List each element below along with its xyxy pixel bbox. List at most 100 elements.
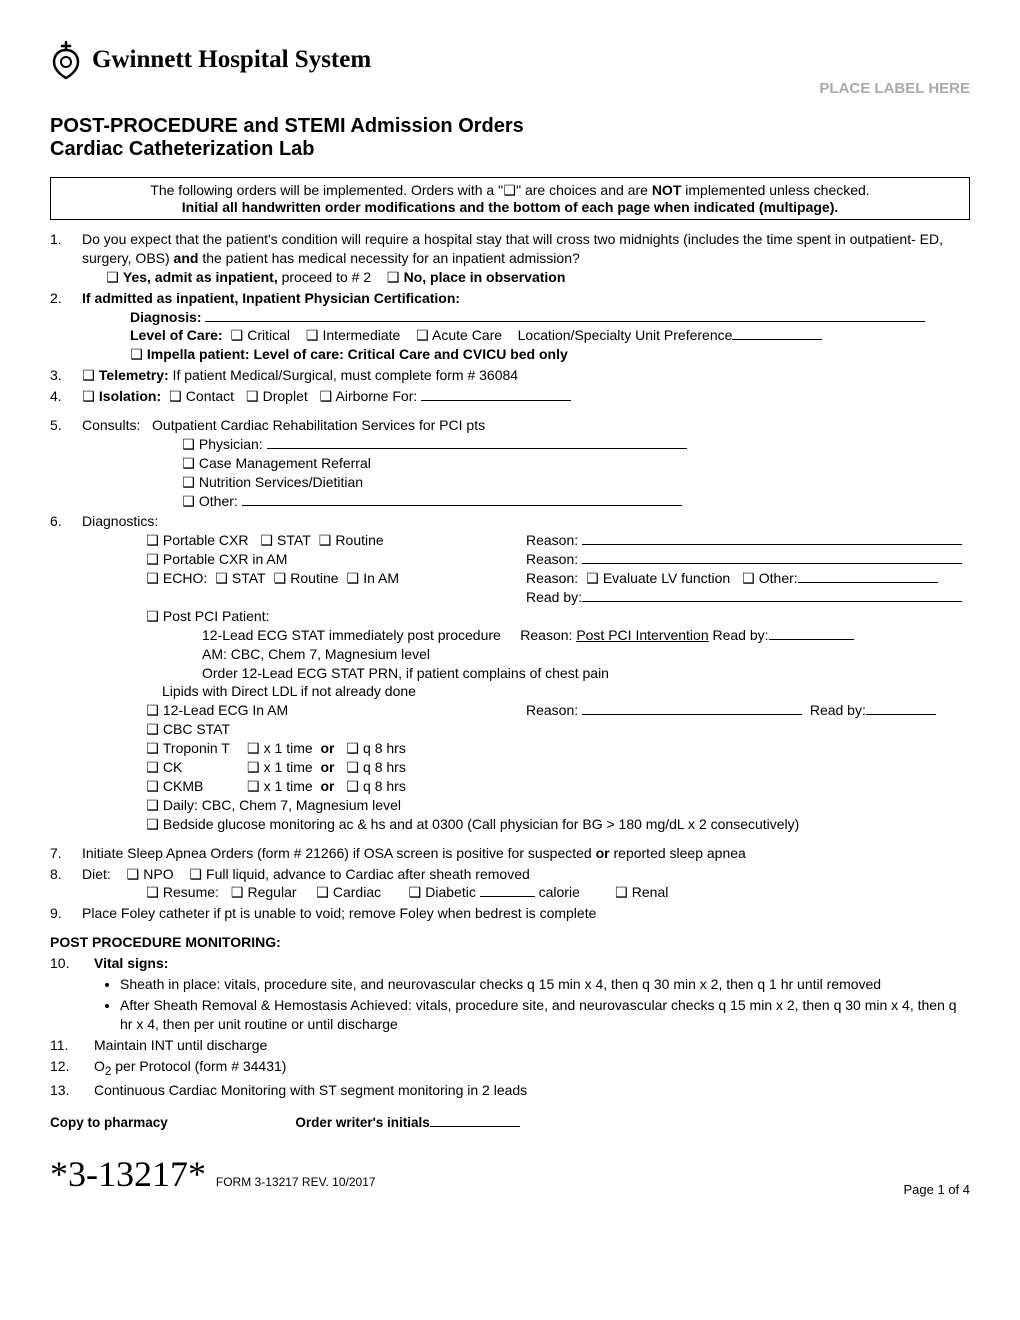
q6-evallv-checkbox[interactable]: ❑ xyxy=(586,569,599,588)
q6-postpci-checkbox[interactable]: ❑ xyxy=(146,607,159,626)
q6-q8-1: q 8 hrs xyxy=(363,740,406,756)
q8-cardiac-checkbox[interactable]: ❑ xyxy=(316,883,329,902)
checkbox-icon: ❑ xyxy=(503,182,516,199)
q1-no-checkbox[interactable]: ❑ xyxy=(387,268,400,287)
q6-cxr-stat-checkbox[interactable]: ❑ xyxy=(260,531,273,550)
q6-reason4-field[interactable] xyxy=(582,714,802,715)
q5-other-field[interactable] xyxy=(242,505,682,506)
q10-num: 10. xyxy=(50,954,94,973)
q2-diagnosis-label: Diagnosis: xyxy=(130,309,202,325)
q6-echo-stat-checkbox[interactable]: ❑ xyxy=(215,569,228,588)
q6-readby1-field[interactable] xyxy=(582,601,962,602)
q9-text: Place Foley catheter if pt is unable to … xyxy=(82,904,970,923)
q4-contact-checkbox[interactable]: ❑ xyxy=(169,387,182,406)
q2-head: If admitted as inpatient, Inpatient Phys… xyxy=(82,290,460,306)
q8-renal: Renal xyxy=(632,884,669,900)
q6-glucose-checkbox[interactable]: ❑ xyxy=(146,815,159,834)
q6-trop-x1-checkbox[interactable]: ❑ xyxy=(247,739,260,758)
q6-echo-other-field[interactable] xyxy=(798,582,938,583)
q6-12lead-am: 12-Lead ECG In AM xyxy=(163,702,288,718)
q4-droplet-checkbox[interactable]: ❑ xyxy=(246,387,259,406)
q6-pci-readby-field[interactable] xyxy=(769,639,854,640)
q4-for-field[interactable] xyxy=(421,400,571,401)
q5-physician-field[interactable] xyxy=(267,448,687,449)
form-rev: FORM 3-13217 REV. 10/2017 xyxy=(216,1175,376,1189)
q6-num: 6. xyxy=(50,512,82,833)
q6-cbcstat: CBC STAT xyxy=(163,721,230,737)
q6-order-12lead: Order 12-Lead ECG STAT PRN, if patient c… xyxy=(82,664,970,683)
q6-ck-q8-checkbox[interactable]: ❑ xyxy=(346,758,359,777)
q6-reason1-field[interactable] xyxy=(582,544,962,545)
q6-ck-x1-checkbox[interactable]: ❑ xyxy=(247,758,260,777)
q2-critical-checkbox[interactable]: ❑ xyxy=(230,326,243,345)
q4-airborne-checkbox[interactable]: ❑ xyxy=(319,387,332,406)
q1-text-b: the patient has medical necessity for an… xyxy=(198,250,579,266)
q4-isolation-checkbox[interactable]: ❑ xyxy=(82,387,95,406)
q6-ckmb-checkbox[interactable]: ❑ xyxy=(146,777,159,796)
q2-impella-checkbox[interactable]: ❑ xyxy=(130,345,143,364)
q8-diabetic-checkbox[interactable]: ❑ xyxy=(408,883,421,902)
q5-casemgmt: Case Management Referral xyxy=(199,455,371,471)
q7-or: or xyxy=(596,845,610,861)
q6-trop-q8-checkbox[interactable]: ❑ xyxy=(346,739,359,758)
q6-pci-reason-label: Reason: xyxy=(520,627,576,643)
q6-ckmb-x1-checkbox[interactable]: ❑ xyxy=(247,777,260,796)
q3-telemetry-checkbox[interactable]: ❑ xyxy=(82,366,95,385)
q6-12lead-am-checkbox[interactable]: ❑ xyxy=(146,701,159,720)
q6-ck-checkbox[interactable]: ❑ xyxy=(146,758,159,777)
content: 1. Do you expect that the patient's cond… xyxy=(50,230,970,1199)
q4-airborne: Airborne For: xyxy=(336,388,418,404)
q6-echo-routine-checkbox[interactable]: ❑ xyxy=(273,569,286,588)
copy-row: Copy to pharmacy Order writer's initials xyxy=(50,1114,970,1132)
q12: 12. O2 per Protocol (form # 34431) xyxy=(50,1057,970,1080)
q5-nutrition: Nutrition Services/Dietitian xyxy=(199,474,363,490)
q1-yes-checkbox[interactable]: ❑ xyxy=(106,268,119,287)
q5-physician-checkbox[interactable]: ❑ xyxy=(182,435,195,454)
q2-acute-checkbox[interactable]: ❑ xyxy=(416,326,429,345)
q8-resume-checkbox[interactable]: ❑ xyxy=(146,883,159,902)
q6-cxr-checkbox[interactable]: ❑ xyxy=(146,531,159,550)
q6-troponin: Troponin T xyxy=(163,739,243,758)
q2-intermediate-checkbox[interactable]: ❑ xyxy=(306,326,319,345)
q6-routine1: Routine xyxy=(335,532,383,548)
q6-q8-3: q 8 hrs xyxy=(363,778,406,794)
q6-readby2-field[interactable] xyxy=(866,714,936,715)
q5-other: Other: xyxy=(199,493,238,509)
q5-consults: Consults: xyxy=(82,417,140,433)
q6-troponin-checkbox[interactable]: ❑ xyxy=(146,739,159,758)
q5-nutrition-checkbox[interactable]: ❑ xyxy=(182,473,195,492)
q6-cbcstat-checkbox[interactable]: ❑ xyxy=(146,720,159,739)
q10: 10. Vital signs: xyxy=(50,954,970,973)
q6-daily: Daily: CBC, Chem 7, Magnesium level xyxy=(163,797,401,813)
q8-npo-checkbox[interactable]: ❑ xyxy=(126,865,139,884)
q5-other-checkbox[interactable]: ❑ xyxy=(182,492,195,511)
q8-fullliquid-checkbox[interactable]: ❑ xyxy=(189,865,202,884)
q8-npo: NPO xyxy=(143,866,173,882)
q6-echo-inam-checkbox[interactable]: ❑ xyxy=(346,569,359,588)
q8-regular: Regular xyxy=(247,884,296,900)
q6-postpci: Post PCI Patient: xyxy=(163,608,270,624)
q6-reason2-field[interactable] xyxy=(582,563,962,564)
q4-contact: Contact xyxy=(186,388,234,404)
q8: 8. Diet: ❑ NPO ❑ Full liquid, advance to… xyxy=(50,865,970,903)
q4-num: 4. xyxy=(50,387,82,406)
q6-daily-checkbox[interactable]: ❑ xyxy=(146,796,159,815)
q6-echo-checkbox[interactable]: ❑ xyxy=(146,569,159,588)
q6-echo-other-checkbox[interactable]: ❑ xyxy=(742,569,755,588)
instruction-box: The following orders will be implemented… xyxy=(50,177,970,220)
q6-cxr-routine-checkbox[interactable]: ❑ xyxy=(319,531,332,550)
q8-calorie-field[interactable] xyxy=(480,896,535,897)
instr-1c: implemented unless checked. xyxy=(681,182,869,198)
q8-regular-checkbox[interactable]: ❑ xyxy=(231,883,244,902)
q6-ckmb-q8-checkbox[interactable]: ❑ xyxy=(346,777,359,796)
footer: *3-13217* FORM 3-13217 REV. 10/2017 Page… xyxy=(50,1150,970,1199)
q5-outpatient: Outpatient Cardiac Rehabilitation Servic… xyxy=(152,417,485,433)
title-line-1: POST-PROCEDURE and STEMI Admission Order… xyxy=(50,115,524,137)
order-initials-field[interactable] xyxy=(430,1126,520,1127)
q8-renal-checkbox[interactable]: ❑ xyxy=(615,883,628,902)
q2-diagnosis-field[interactable] xyxy=(205,321,925,322)
q2-loc-pref-field[interactable] xyxy=(732,339,822,340)
q6-cxram-checkbox[interactable]: ❑ xyxy=(146,550,159,569)
q5-casemgmt-checkbox[interactable]: ❑ xyxy=(182,454,195,473)
q6-x1-3: x 1 time xyxy=(264,778,313,794)
